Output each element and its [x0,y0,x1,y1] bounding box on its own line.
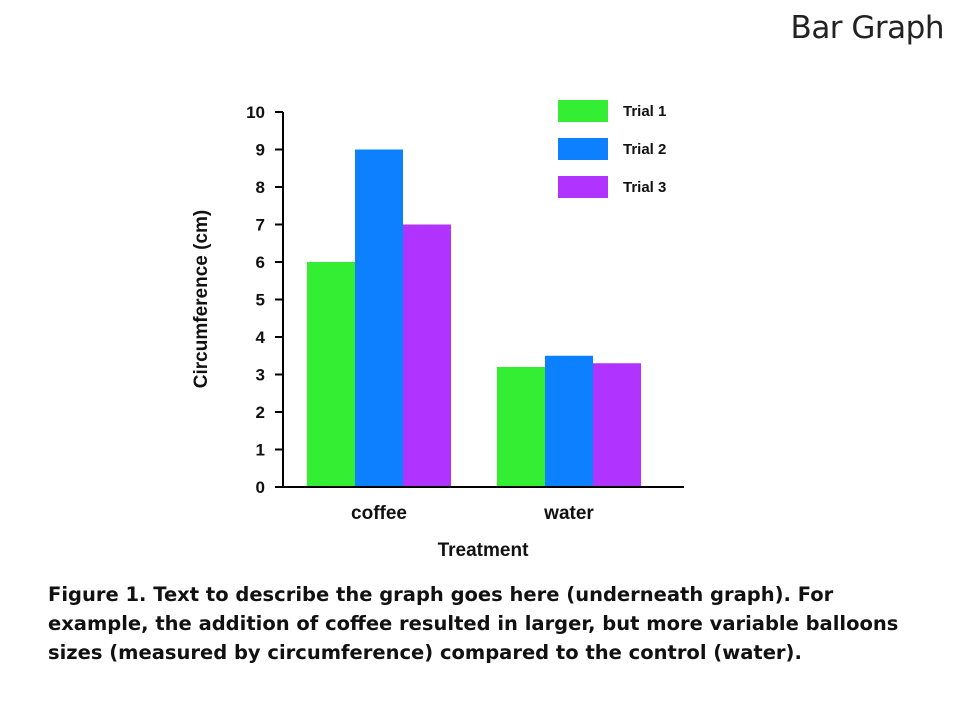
y-tick-label: 5 [256,291,265,310]
legend-label: Trial 1 [623,103,666,120]
bar [497,367,545,487]
bar [403,224,451,487]
x-axis-label: Treatment [438,540,529,561]
y-axis-label: Circumference (cm) [191,210,212,388]
axes: coffee water 0 1 2 3 4 5 6 7 8 9 10 [246,103,684,524]
y-tick-label: 0 [256,478,265,497]
y-tick-label: 4 [256,328,266,347]
legend-swatch [558,100,608,122]
x-tick-label: water [543,503,594,524]
bar [355,149,403,487]
y-tick-label: 7 [256,216,265,235]
bars [307,149,641,487]
y-tick-label: 1 [256,441,265,460]
legend: Trial 1 Trial 2 Trial 3 [558,100,666,198]
y-tick-label: 8 [256,178,265,197]
legend-swatch [558,176,608,198]
x-tick-label: coffee [351,503,407,524]
y-tick-label: 3 [256,366,265,385]
bar [307,262,355,487]
y-tick-label: 9 [256,141,265,160]
slide-title: Bar Graph [790,10,945,46]
legend-label: Trial 3 [623,179,666,196]
bar [545,355,593,487]
y-tick-label: 2 [256,403,265,422]
figure-caption: Figure 1. Text to describe the graph goe… [48,583,899,664]
bar [593,363,641,487]
y-tick-label: 10 [246,103,265,122]
legend-label: Trial 2 [623,141,666,158]
y-tick-label: 6 [256,253,265,272]
legend-swatch [558,138,608,160]
